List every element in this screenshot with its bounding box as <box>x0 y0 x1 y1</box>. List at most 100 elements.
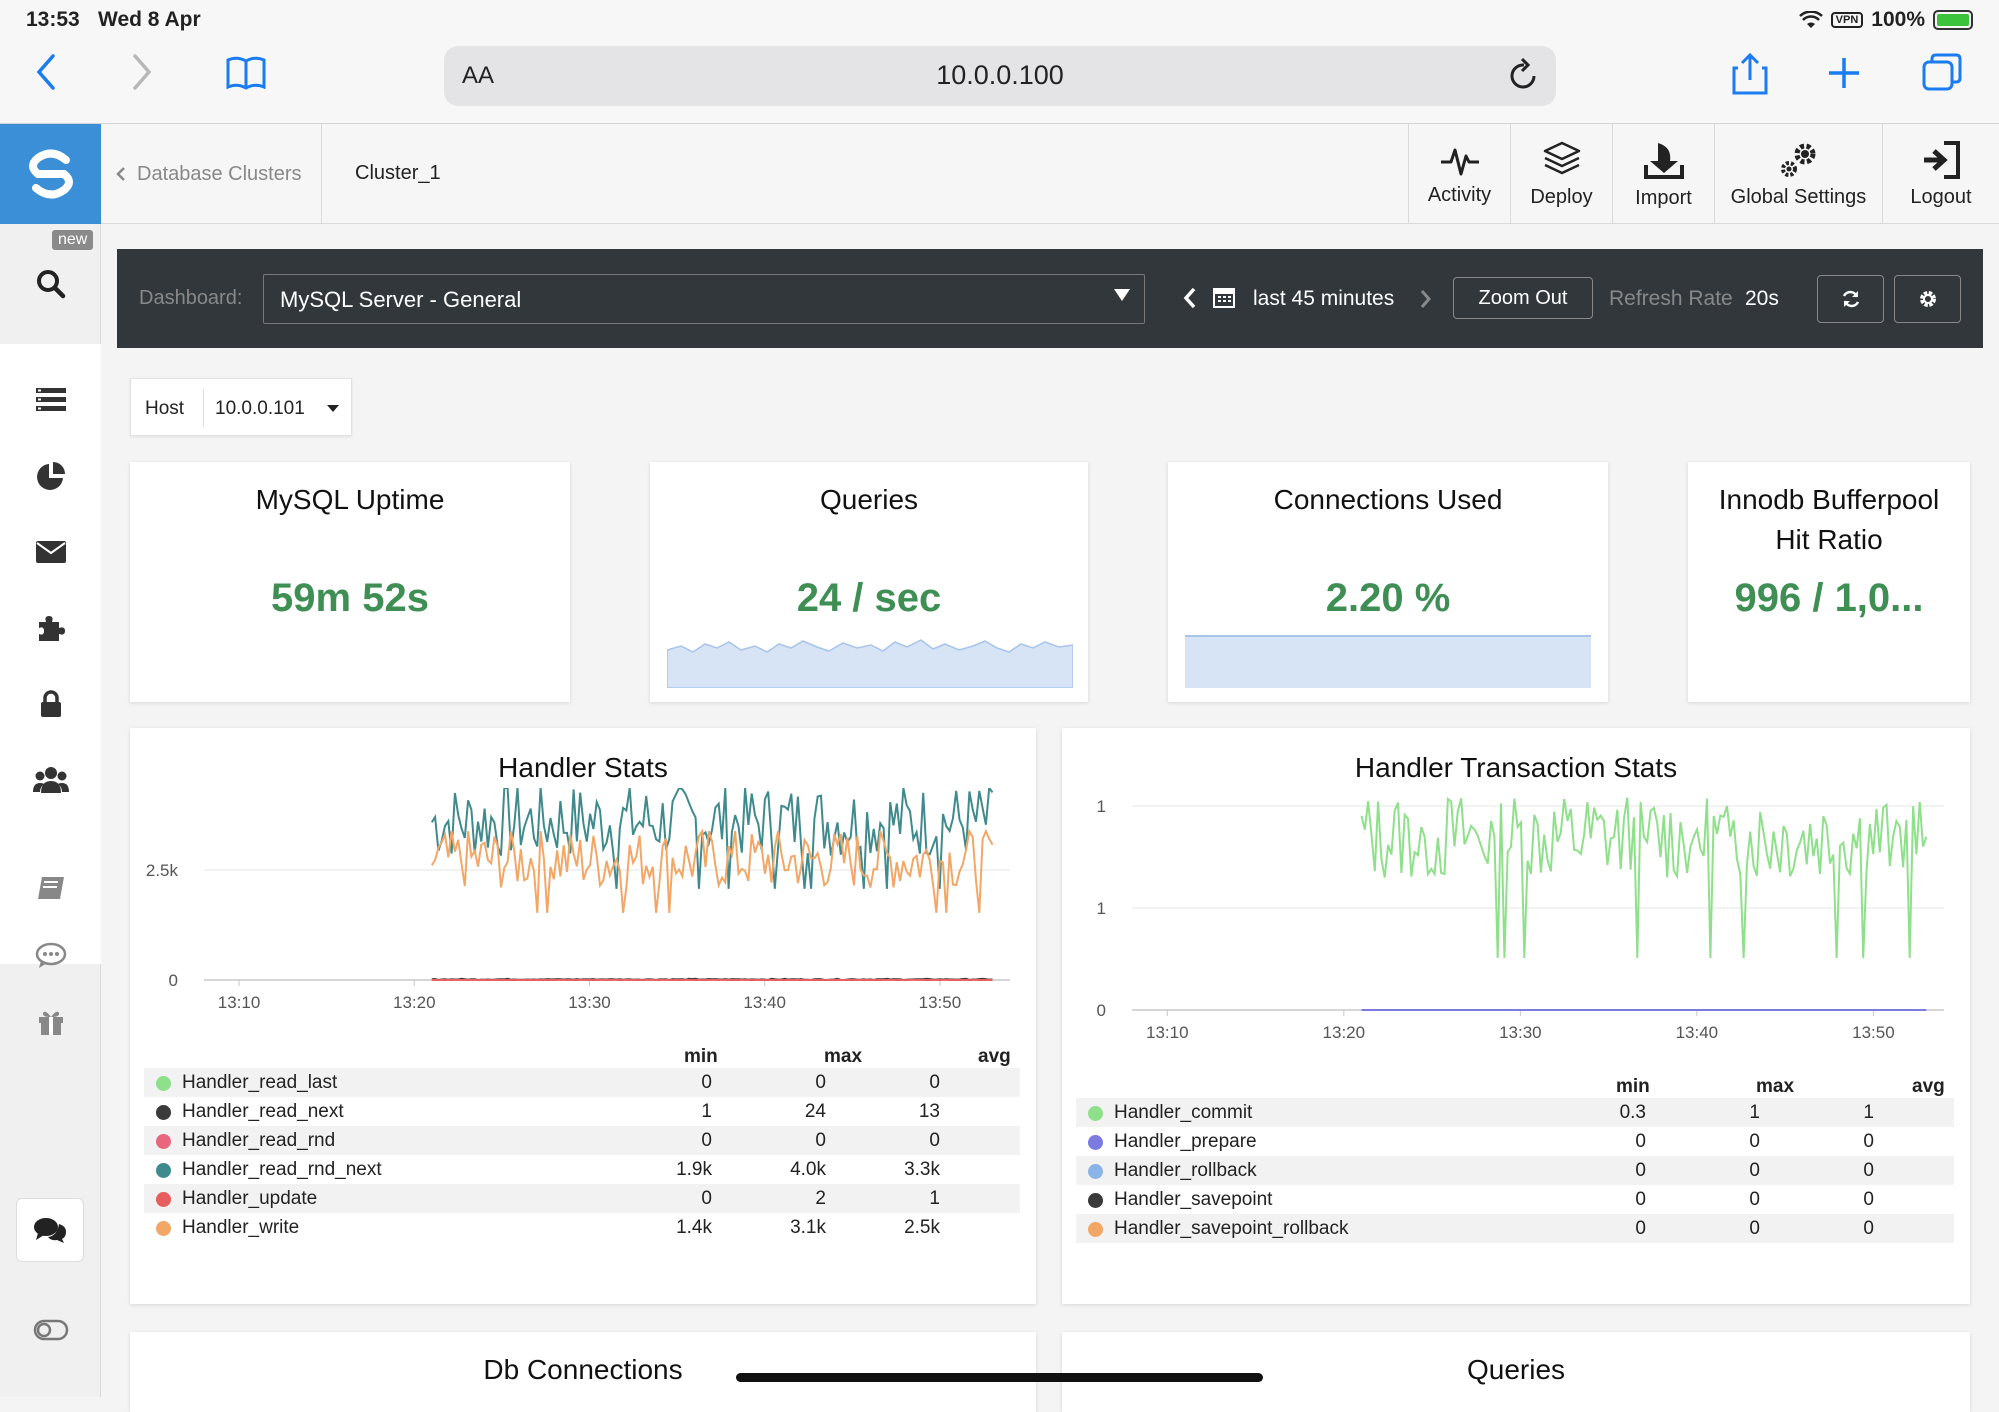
queries-card: Queries 24 / sec <box>650 462 1088 702</box>
breadcrumb-parent[interactable]: Database Clusters <box>137 163 302 186</box>
sidebar-item-mail[interactable] <box>0 522 101 582</box>
refresh-button[interactable] <box>1817 275 1884 323</box>
status-bar: 13:53 Wed 8 Apr VPN 100% <box>0 0 1999 38</box>
connections-value: 2.20 % <box>1168 576 1608 621</box>
envelope-icon <box>35 539 67 565</box>
uptime-card: MySQL Uptime 59m 52s <box>130 462 570 702</box>
x-tick-label: 13:20 <box>393 993 436 1008</box>
series-line-handler_commit <box>1362 798 1927 958</box>
share-icon[interactable] <box>1724 52 1776 104</box>
series-max: 3.1k <box>746 1217 826 1239</box>
dashboard-label: Dashboard: <box>139 287 242 310</box>
battery-percent: 100% <box>1871 8 1925 32</box>
sidebar-search[interactable] <box>0 254 101 314</box>
range-next-icon[interactable] <box>1419 289 1431 309</box>
tabs-icon[interactable] <box>1916 52 1968 104</box>
x-tick-label: 13:10 <box>218 993 261 1008</box>
sidebar-item-whats-new[interactable] <box>0 992 101 1052</box>
sidebar-item-users[interactable] <box>0 750 101 810</box>
series-min: 0 <box>632 1188 712 1210</box>
series-min: 0 <box>1566 1189 1646 1211</box>
zoom-out-button[interactable]: Zoom Out <box>1453 277 1593 319</box>
dashboard-toolbar: Dashboard: MySQL Server - General last 4… <box>117 249 1983 348</box>
calendar-icon[interactable] <box>1213 286 1235 308</box>
sidebar-item-integrations[interactable] <box>0 598 101 658</box>
host-value[interactable]: 10.0.0.101 <box>215 398 305 420</box>
book-icon <box>36 874 66 902</box>
forward-icon[interactable] <box>116 52 168 104</box>
series-min: 1.9k <box>632 1159 712 1181</box>
series-min: 0.3 <box>1566 1102 1646 1124</box>
dashboard-settings-button[interactable] <box>1894 275 1961 323</box>
cluster-name: Cluster_1 <box>355 162 441 185</box>
address-bar[interactable]: AA 10.0.0.100 <box>444 46 1556 106</box>
series-avg: 2.5k <box>860 1217 940 1239</box>
logout-button[interactable]: Logout <box>1882 124 1999 224</box>
url-text[interactable]: 10.0.0.100 <box>444 60 1556 91</box>
app-logo[interactable] <box>0 124 101 224</box>
back-icon[interactable] <box>20 52 72 104</box>
sidebar-toggle[interactable] <box>0 1300 101 1360</box>
sidebar-item-feedback[interactable] <box>0 926 101 986</box>
legend-col-avg: avg <box>978 1046 1011 1068</box>
caret-down-icon[interactable] <box>327 405 339 412</box>
time-range[interactable]: last 45 minutes <box>1253 287 1394 311</box>
series-max: 0 <box>1680 1218 1760 1240</box>
series-max: 0 <box>1680 1131 1760 1153</box>
global-settings-button[interactable]: Global Settings <box>1714 124 1882 224</box>
refresh-icon <box>1841 289 1861 309</box>
gear-icon <box>1918 289 1938 309</box>
import-button[interactable]: Import <box>1612 124 1714 224</box>
reload-icon[interactable] <box>1508 56 1540 100</box>
activity-label: Activity <box>1428 184 1491 207</box>
x-tick-label: 13:10 <box>1146 1023 1189 1038</box>
new-badge: new <box>52 230 93 250</box>
legend-col-max: max <box>824 1046 862 1068</box>
connections-title: Connections Used <box>1168 480 1608 520</box>
series-name: Handler_read_last <box>182 1072 337 1094</box>
x-tick-label: 13:30 <box>568 993 611 1008</box>
y-tick-label: 1 <box>1097 899 1106 918</box>
sidebar-item-docs[interactable] <box>0 858 101 918</box>
deploy-button[interactable]: Deploy <box>1510 124 1612 224</box>
range-prev-icon[interactable] <box>1183 287 1197 309</box>
sidebar-item-clusters[interactable] <box>0 370 101 430</box>
series-name: Handler_prepare <box>1114 1131 1257 1153</box>
status-date: Wed 8 Apr <box>98 8 201 32</box>
series-name: Handler_rollback <box>1114 1160 1257 1182</box>
new-tab-icon[interactable] <box>1818 52 1870 104</box>
browser-toolbar: AA 10.0.0.100 <box>0 38 1999 124</box>
search-icon <box>36 269 66 299</box>
layers-icon <box>1542 140 1582 180</box>
dashboard-select[interactable]: MySQL Server - General <box>263 274 1145 324</box>
chat-button[interactable] <box>16 1198 84 1262</box>
lock-icon <box>38 689 64 719</box>
refresh-rate-value[interactable]: 20s <box>1745 287 1779 311</box>
gift-icon <box>37 1008 65 1036</box>
series-name: Handler_read_rnd_next <box>182 1159 382 1181</box>
bookmarks-icon[interactable] <box>220 52 272 104</box>
series-max: 0 <box>1680 1160 1760 1182</box>
import-icon <box>1642 139 1686 181</box>
host-filter[interactable]: Host 10.0.0.101 <box>130 378 352 436</box>
sidebar-item-reports[interactable] <box>0 446 101 506</box>
breadcrumb[interactable]: Database Clusters <box>101 124 322 224</box>
bufferpool-card: Innodb Bufferpool Hit Ratio 996 / 1,0... <box>1688 462 1970 702</box>
sidebar-item-security[interactable] <box>0 674 101 734</box>
activity-button[interactable]: Activity <box>1408 124 1510 224</box>
series-color-dot <box>1088 1193 1103 1208</box>
series-max: 24 <box>746 1101 826 1123</box>
